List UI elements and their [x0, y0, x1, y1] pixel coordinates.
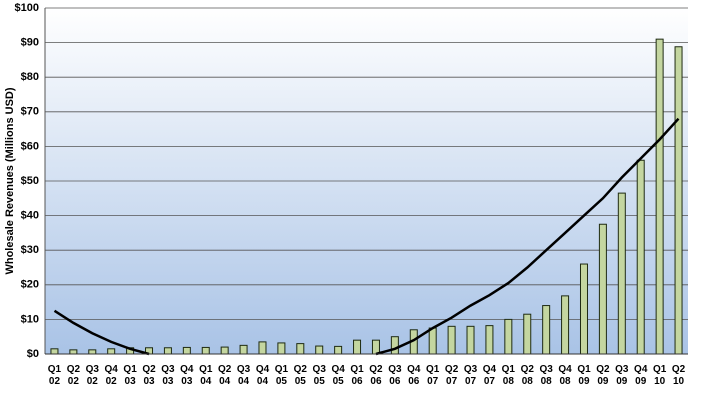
y-tick-label: $60 — [21, 140, 39, 152]
x-tick-label: Q2 02 — [66, 364, 81, 387]
x-tick-label: Q4 07 — [482, 364, 497, 387]
y-tick-label: $30 — [21, 244, 39, 256]
y-tick-label: $50 — [21, 175, 39, 187]
bar — [353, 339, 362, 355]
trendline — [375, 117, 680, 356]
bar — [315, 345, 324, 355]
x-tick-label: Q1 02 — [47, 364, 62, 387]
y-tick-label: $20 — [21, 279, 39, 291]
bar — [447, 325, 456, 355]
bar — [617, 192, 626, 355]
bar — [69, 349, 78, 355]
trendline — [53, 309, 150, 356]
bar — [428, 327, 437, 355]
x-tick-label: Q4 06 — [407, 364, 421, 387]
x-tick-label: Q4 04 — [255, 364, 270, 387]
x-tick-label: Q1 08 — [501, 364, 515, 387]
bar — [334, 345, 343, 355]
bar — [163, 347, 172, 355]
y-axis-title: Wholesale Revenues (Millions USD) — [4, 87, 16, 274]
x-tick-label: Q4 05 — [331, 364, 345, 387]
bar — [466, 325, 475, 355]
x-tick-label: Q4 03 — [180, 364, 194, 387]
bar — [542, 305, 551, 355]
x-tick-label: Q3 07 — [463, 364, 478, 387]
bar — [579, 263, 588, 355]
x-tick-label: Q4 02 — [104, 364, 118, 387]
x-tick-label: Q3 04 — [236, 364, 251, 387]
bar — [655, 38, 664, 355]
x-tick-label: Q3 05 — [312, 364, 326, 387]
y-tick-label: $90 — [21, 37, 39, 49]
y-tick-label: $100 — [15, 2, 39, 14]
x-tick-label: Q2 09 — [596, 364, 610, 387]
bar — [598, 223, 607, 355]
bar — [201, 346, 210, 355]
x-tick-label: Q2 08 — [520, 364, 534, 387]
bar — [50, 348, 59, 355]
y-tick-label: $70 — [21, 106, 39, 118]
x-tick-label: Q4 08 — [558, 364, 572, 387]
y-tick-label: $0 — [27, 348, 39, 360]
bar — [107, 348, 116, 355]
x-tick-label: Q1 10 — [652, 364, 667, 387]
x-tick-label: Q3 06 — [388, 364, 402, 387]
bar — [636, 159, 645, 355]
bar — [485, 325, 494, 355]
x-tick-label: Q1 09 — [577, 364, 591, 387]
bar — [239, 344, 248, 355]
x-tick-label: Q2 05 — [293, 364, 307, 387]
x-tick-label: Q3 03 — [161, 364, 175, 387]
x-tick-label: Q1 07 — [426, 364, 440, 387]
bar — [390, 336, 399, 355]
x-tick-label: Q2 07 — [444, 364, 459, 387]
x-tick-label: Q3 02 — [85, 364, 99, 387]
bar — [258, 341, 267, 355]
x-tick-label: Q3 09 — [615, 364, 629, 387]
bar — [220, 346, 229, 355]
x-tick-label: Q1 05 — [274, 364, 289, 387]
y-tick-label: $10 — [21, 313, 39, 325]
bar — [277, 342, 286, 355]
x-tick-label: Q2 03 — [142, 364, 156, 387]
bar — [88, 349, 97, 355]
y-tick-label: $80 — [21, 71, 39, 83]
x-tick-label: Q3 08 — [539, 364, 553, 387]
bar — [296, 343, 305, 355]
bar — [504, 318, 513, 355]
bar — [674, 46, 683, 355]
x-tick-label: Q2 06 — [369, 364, 383, 387]
x-tick-label: Q1 06 — [350, 364, 364, 387]
x-tick-label: Q2 10 — [671, 364, 686, 387]
bar — [561, 295, 570, 355]
x-tick-label: Q1 03 — [123, 364, 137, 387]
x-tick-label: Q4 09 — [634, 364, 648, 387]
x-tick-label: Q2 04 — [217, 364, 232, 387]
x-tick-label: Q1 04 — [199, 364, 213, 387]
y-tick-label: $40 — [21, 210, 39, 222]
bar — [371, 339, 380, 355]
bar — [523, 313, 532, 355]
bar — [182, 346, 191, 355]
